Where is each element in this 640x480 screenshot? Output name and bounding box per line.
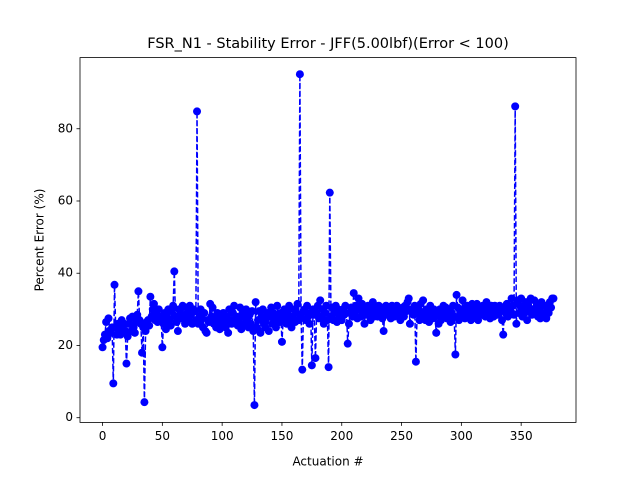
y-tick-label: 80	[58, 121, 73, 135]
x-tick-label: 300	[450, 429, 473, 443]
x-tick-label: 250	[390, 429, 413, 443]
data-point	[404, 294, 413, 303]
data-point	[104, 314, 113, 323]
data-point	[311, 354, 320, 363]
data-point	[321, 308, 330, 317]
data-point	[305, 319, 314, 328]
data-point	[498, 316, 507, 325]
y-axis-label: Percent Error (%)	[33, 189, 47, 292]
data-point	[170, 267, 179, 276]
data-point	[277, 337, 286, 346]
data-point	[149, 299, 158, 308]
plot-area	[98, 70, 558, 410]
data-point	[324, 363, 333, 372]
data-point	[511, 102, 520, 111]
data-point	[379, 327, 388, 336]
data-point	[248, 307, 257, 316]
data-point	[122, 359, 131, 368]
x-tick-label: 0	[99, 429, 107, 443]
data-point	[264, 327, 273, 336]
axes-frame	[79, 57, 577, 423]
data-point	[344, 319, 353, 328]
x-tick-label: 350	[510, 429, 533, 443]
data-point	[368, 298, 377, 307]
y-tick-label: 0	[65, 410, 73, 424]
data-point	[458, 296, 467, 305]
y-tick-label: 40	[58, 266, 73, 280]
data-point	[256, 328, 265, 337]
data-point	[224, 328, 233, 337]
data-point	[316, 296, 325, 305]
data-point	[325, 188, 334, 197]
data-point	[202, 328, 211, 337]
data-point	[140, 398, 149, 407]
x-tick-label: 50	[155, 429, 170, 443]
data-point	[273, 301, 282, 310]
data-point	[200, 308, 209, 317]
data-point	[134, 287, 143, 296]
data-point	[251, 298, 260, 307]
data-point	[295, 70, 304, 79]
data-point	[360, 319, 369, 328]
data-point	[508, 301, 517, 310]
x-axis-label: Actuation #	[292, 455, 363, 469]
data-point	[303, 301, 312, 310]
data-point	[343, 339, 352, 348]
x-tick-label: 150	[270, 429, 293, 443]
data-point	[246, 319, 255, 328]
data-point	[549, 294, 558, 303]
data-point	[109, 379, 118, 388]
data-point	[405, 319, 414, 328]
data-point	[411, 357, 420, 366]
data-point	[208, 303, 217, 312]
data-point	[169, 301, 178, 310]
data-point	[166, 321, 175, 330]
data-point	[173, 327, 182, 336]
data-point	[130, 328, 139, 337]
data-point	[145, 321, 154, 330]
data-point	[193, 107, 202, 116]
data-point	[499, 330, 508, 339]
data-point	[154, 305, 163, 314]
y-tick-label: 60	[58, 193, 73, 207]
data-point	[298, 365, 307, 374]
x-tick-label: 200	[330, 429, 353, 443]
data-point	[547, 303, 556, 312]
x-tick-label: 100	[211, 429, 234, 443]
data-point	[512, 319, 521, 328]
data-point	[452, 290, 461, 299]
data-point	[349, 289, 358, 298]
data-point	[293, 299, 302, 308]
data-point	[110, 280, 119, 289]
data-point	[250, 401, 259, 410]
y-tick-label: 20	[58, 338, 73, 352]
data-point	[419, 296, 428, 305]
data-point	[158, 343, 167, 352]
data-point	[146, 292, 155, 301]
data-point	[98, 343, 107, 352]
data-point	[432, 328, 441, 337]
data-point	[138, 348, 147, 357]
data-point	[307, 361, 316, 370]
data-point	[451, 350, 460, 359]
data-point	[523, 316, 532, 325]
chart-title: FSR_N1 - Stability Error - JFF(5.00lbf)(…	[147, 36, 508, 52]
